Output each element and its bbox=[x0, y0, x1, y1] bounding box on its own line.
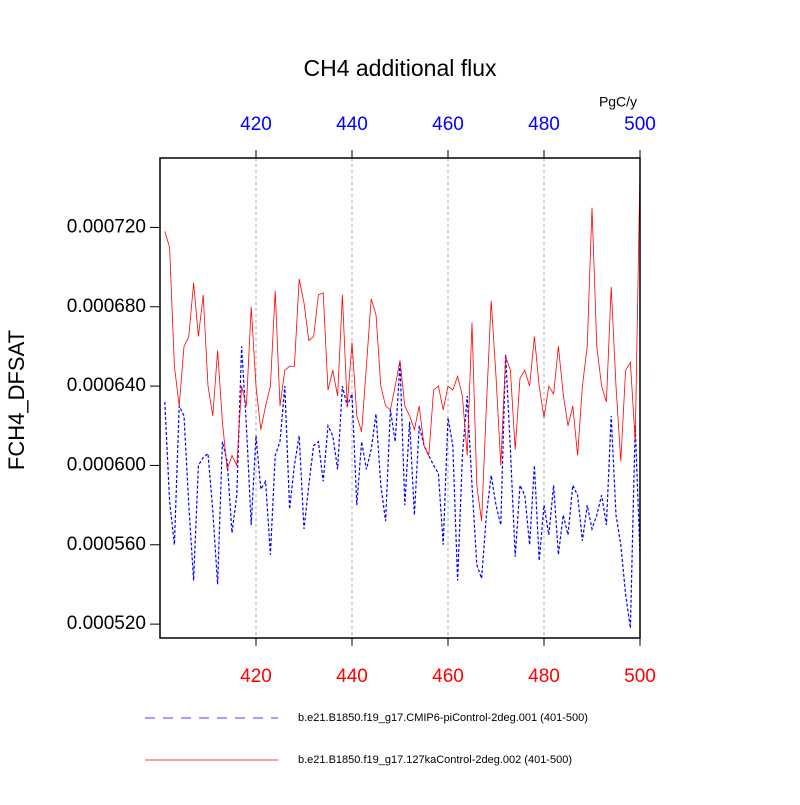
y-tick-label: 0.000520 bbox=[67, 613, 146, 634]
units-label: PgC/y bbox=[599, 94, 637, 110]
y-tick-label: 0.000600 bbox=[67, 454, 146, 475]
x2-tick-label: 420 bbox=[240, 114, 272, 135]
x-tick-label: 500 bbox=[624, 666, 656, 687]
series-line bbox=[164, 167, 641, 522]
y-tick-label: 0.000640 bbox=[67, 375, 146, 396]
y-tick-label: 0.000680 bbox=[67, 296, 146, 317]
plot-frame bbox=[159, 157, 641, 639]
x-tick-label: 460 bbox=[432, 666, 464, 687]
chart-title: CH4 additional flux bbox=[303, 55, 497, 81]
y-axis-label: FCH4_DFSAT bbox=[4, 330, 29, 470]
x-tick-label: 440 bbox=[336, 666, 368, 687]
legend-label: b.e21.B1850.f19_g17.127kaControl-2deg.00… bbox=[298, 754, 572, 766]
y-tick-label: 0.000560 bbox=[67, 534, 146, 555]
legend-label: b.e21.B1850.f19_g17.CMIP6-piControl-2deg… bbox=[298, 712, 588, 724]
x-tick-label: 480 bbox=[528, 666, 560, 687]
y-tick-label: 0.000720 bbox=[67, 216, 146, 237]
series-line bbox=[164, 346, 641, 629]
x2-tick-label: 460 bbox=[432, 114, 464, 135]
x-tick-label: 420 bbox=[240, 666, 272, 687]
x2-tick-label: 500 bbox=[624, 114, 656, 135]
x2-tick-label: 440 bbox=[336, 114, 368, 135]
x2-tick-label: 480 bbox=[528, 114, 560, 135]
